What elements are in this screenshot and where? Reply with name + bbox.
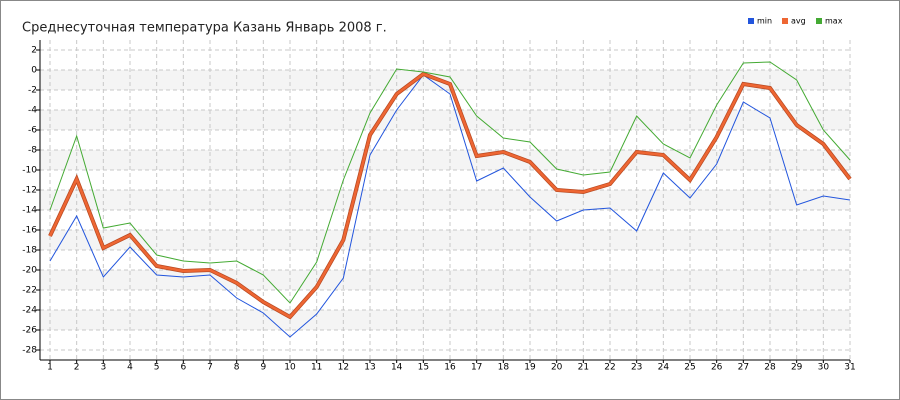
legend-swatch xyxy=(748,18,754,24)
x-tick-label: 13 xyxy=(364,363,375,373)
x-tick-label: 11 xyxy=(311,363,322,373)
x-tick-label: 9 xyxy=(260,363,266,373)
legend-label: max xyxy=(825,17,843,26)
y-tick-label: -24 xyxy=(22,306,37,316)
grid-band xyxy=(40,150,850,170)
x-tick-label: 2 xyxy=(74,363,80,373)
x-tick-label: 23 xyxy=(631,363,642,373)
y-tick-label: -26 xyxy=(22,326,37,336)
x-tick-label: 6 xyxy=(180,363,186,373)
y-tick-label: -4 xyxy=(28,106,37,116)
x-tick-label: 19 xyxy=(524,363,536,373)
legend-swatch xyxy=(782,18,788,24)
x-tick-label: 17 xyxy=(471,363,482,373)
grid-band xyxy=(40,270,850,290)
grid-band xyxy=(40,230,850,250)
y-tick-label: -2 xyxy=(28,86,37,96)
x-tick-label: 10 xyxy=(284,363,296,373)
x-tick-label: 28 xyxy=(764,363,776,373)
x-tick-label: 3 xyxy=(100,363,106,373)
x-tick-label: 26 xyxy=(711,363,723,373)
x-tick-label: 5 xyxy=(154,363,160,373)
x-tick-label: 7 xyxy=(207,363,213,373)
y-tick-label: -14 xyxy=(22,206,37,216)
x-tick-label: 15 xyxy=(418,363,429,373)
series-line xyxy=(49,74,851,338)
grid-band xyxy=(40,110,850,130)
x-tick-label: 8 xyxy=(234,363,240,373)
x-tick-label: 31 xyxy=(844,363,855,373)
x-tick-label: 30 xyxy=(818,363,830,373)
series-line xyxy=(49,61,851,304)
x-tick-label: 22 xyxy=(604,363,615,373)
x-tick-label: 25 xyxy=(684,363,695,373)
grid-band xyxy=(40,310,850,330)
x-tick-label: 27 xyxy=(738,363,749,373)
grid-band xyxy=(40,190,850,210)
x-tick-label: 1 xyxy=(47,363,53,373)
x-tick-label: 4 xyxy=(127,363,133,373)
legend-label: min xyxy=(757,17,772,26)
y-tick-label: -16 xyxy=(22,226,37,236)
x-tick-label: 21 xyxy=(578,363,589,373)
y-tick-label: -28 xyxy=(22,346,37,356)
x-tick-label: 20 xyxy=(551,363,563,373)
y-tick-label: 0 xyxy=(31,66,37,76)
x-tick-label: 12 xyxy=(338,363,349,373)
y-tick-label: -22 xyxy=(22,286,37,296)
y-tick-label: -8 xyxy=(28,146,37,156)
x-tick-label: 24 xyxy=(658,363,670,373)
y-tick-label: -6 xyxy=(28,126,37,136)
x-tick-label: 14 xyxy=(391,363,403,373)
legend-swatch xyxy=(816,18,822,24)
y-tick-label: -10 xyxy=(22,166,37,176)
x-tick-label: 29 xyxy=(791,363,803,373)
series-line xyxy=(48,72,851,319)
y-tick-label: -20 xyxy=(22,266,37,276)
y-tick-label: -18 xyxy=(22,246,37,256)
y-tick-label: -12 xyxy=(22,186,37,196)
x-tick-label: 18 xyxy=(498,363,510,373)
chart-title: Среднесуточная температура Казань Январь… xyxy=(22,21,387,36)
x-tick-label: 16 xyxy=(444,363,456,373)
y-tick-label: 2 xyxy=(31,46,37,56)
legend-label: avg xyxy=(791,17,806,26)
